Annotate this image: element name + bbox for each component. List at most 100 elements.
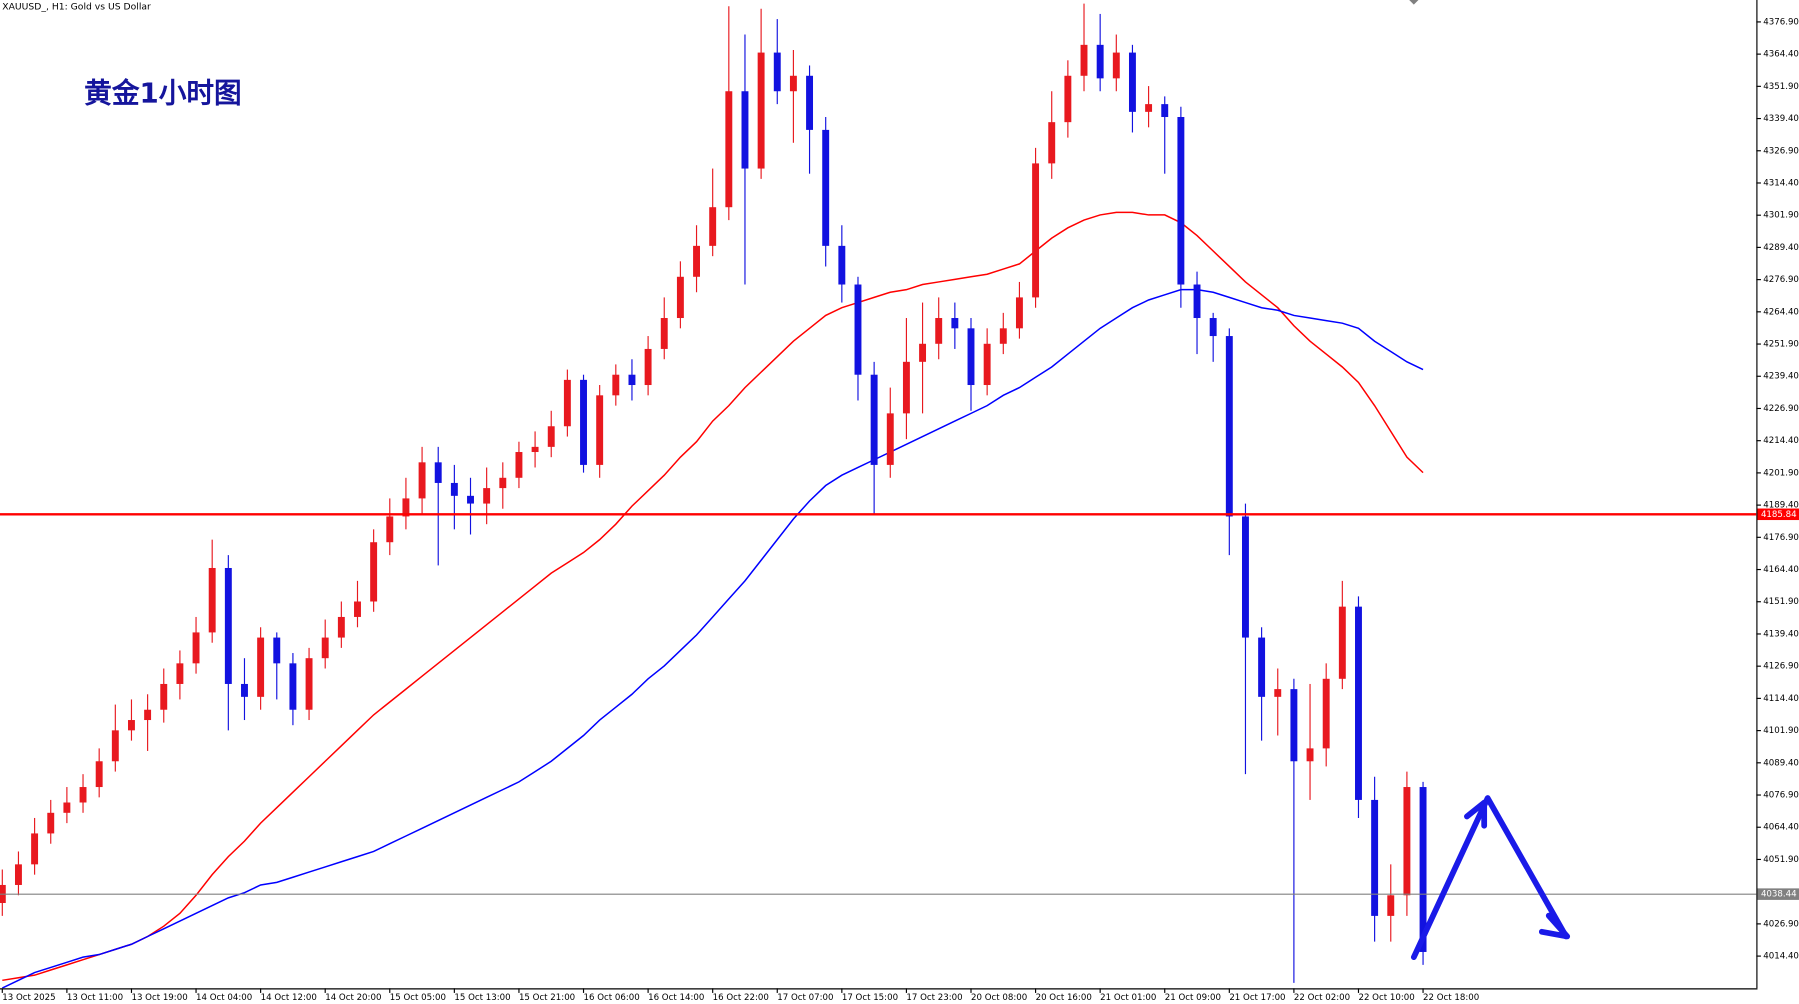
candle-body: [337, 616, 345, 638]
candle-body: [531, 446, 539, 453]
candle-body: [789, 75, 797, 92]
candle-body: [386, 516, 394, 543]
candle-body: [563, 379, 571, 427]
x-tick-label: 22 Oct 10:00: [1358, 993, 1414, 1003]
candle-body: [1064, 75, 1072, 123]
plot-area: [0, 3, 1757, 989]
candle-body: [628, 374, 636, 386]
candle-body: [935, 318, 943, 344]
x-tick-label: 17 Oct 15:00: [842, 993, 898, 1003]
arrow-head: [1463, 799, 1488, 829]
candle-body: [450, 482, 458, 496]
candle-body: [14, 864, 22, 885]
candle-body: [1242, 516, 1249, 638]
candle-body: [111, 730, 119, 762]
x-tick-label: 22 Oct 02:00: [1294, 993, 1350, 1003]
candle-body: [660, 318, 668, 349]
candle-body: [47, 812, 55, 834]
x-tick-label: 16 Oct 06:00: [584, 993, 640, 1003]
candle-body: [580, 379, 587, 465]
candle-body: [676, 276, 684, 319]
candle-body: [596, 395, 604, 465]
candle-body: [63, 802, 71, 813]
x-tick-label: 14 Oct 04:00: [196, 993, 252, 1003]
y-tick-label: 4289.40: [1763, 243, 1799, 253]
candle-body: [305, 658, 313, 710]
y-tick-label: 4239.40: [1763, 372, 1799, 382]
y-tick-label: 4264.40: [1763, 307, 1799, 317]
candle-body: [757, 52, 765, 169]
x-tick-label: 13 Oct 19:00: [131, 993, 187, 1003]
x-tick-label: 15 Oct 13:00: [454, 993, 510, 1003]
candle-body: [1032, 163, 1040, 298]
y-tick-label: 4301.90: [1763, 211, 1799, 221]
price-level-label: 4185.84: [1761, 510, 1797, 520]
candle-body: [1080, 44, 1088, 76]
x-tick-label: 13 Oct 2025: [2, 993, 55, 1003]
candle-body: [822, 129, 830, 246]
y-tick-label: 4176.90: [1763, 533, 1799, 543]
candle-body: [1209, 318, 1217, 337]
y-tick-label: 4214.40: [1763, 436, 1799, 446]
candle-body: [709, 207, 717, 246]
candle-body: [144, 709, 152, 721]
x-tick-label: 21 Oct 17:00: [1229, 993, 1285, 1003]
candle-body: [354, 601, 361, 617]
y-tick-label: 4189.40: [1763, 501, 1799, 511]
candle-body: [176, 663, 184, 684]
x-tick-label: 21 Oct 09:00: [1165, 993, 1221, 1003]
x-tick-label: 13 Oct 11:00: [67, 993, 123, 1003]
y-tick-label: 4151.90: [1763, 597, 1799, 607]
y-tick-label: 4026.90: [1763, 919, 1799, 929]
candle-body: [951, 318, 959, 329]
candle-body: [999, 328, 1007, 344]
candle-body: [1177, 117, 1185, 285]
candle-body: [483, 488, 491, 504]
candle-body: [1161, 104, 1169, 118]
chart-title: XAUUSD_, H1: Gold vs US Dollar: [2, 1, 151, 12]
candle-body: [224, 567, 232, 684]
candle-body: [1387, 895, 1395, 916]
x-tick-label: 14 Oct 20:00: [325, 993, 381, 1003]
y-tick-label: 4326.90: [1763, 146, 1799, 156]
candle-body: [870, 374, 878, 465]
y-tick-label: 4139.40: [1763, 629, 1799, 639]
candle-body: [773, 52, 781, 92]
candle-body: [1322, 678, 1330, 749]
arrow-path: [1410, 795, 1569, 961]
candle-body: [402, 498, 410, 517]
candle-body: [208, 567, 216, 633]
x-tick-label: 20 Oct 16:00: [1036, 993, 1092, 1003]
x-tick-label: 20 Oct 08:00: [971, 993, 1027, 1003]
candle-body: [886, 413, 894, 465]
y-tick-label: 4201.90: [1763, 468, 1799, 478]
y-tick-label: 4364.40: [1763, 50, 1799, 60]
x-tick-label: 17 Oct 23:00: [906, 993, 962, 1003]
candle-body: [725, 91, 733, 208]
x-tick-label: 21 Oct 01:00: [1100, 993, 1156, 1003]
candle-body: [1338, 606, 1346, 679]
candle-body: [273, 637, 281, 664]
y-tick-label: 4114.40: [1763, 694, 1799, 704]
candle-body: [1193, 284, 1201, 319]
y-tick-label: 4076.90: [1763, 791, 1799, 801]
price-level-label: 4038.44: [1761, 890, 1797, 900]
candle-body: [741, 91, 749, 169]
y-tick-label: 4251.90: [1763, 340, 1799, 350]
candle-body: [1112, 52, 1120, 79]
candle-body: [499, 477, 507, 489]
y-tick-label: 4101.90: [1763, 726, 1799, 736]
candle-body: [79, 787, 87, 803]
candle-body: [257, 637, 265, 697]
y-tick-label: 4226.90: [1763, 404, 1799, 414]
price-level-box: [1757, 888, 1799, 900]
candle-body: [902, 361, 910, 414]
candle-body: [1306, 748, 1314, 762]
candle-body: [1419, 787, 1427, 952]
candle-body: [1096, 44, 1104, 79]
x-tick-label: 17 Oct 07:00: [777, 993, 833, 1003]
candle-body: [515, 452, 523, 478]
y-tick-label: 4339.40: [1763, 114, 1799, 124]
x-tick-label: 16 Oct 14:00: [648, 993, 704, 1003]
